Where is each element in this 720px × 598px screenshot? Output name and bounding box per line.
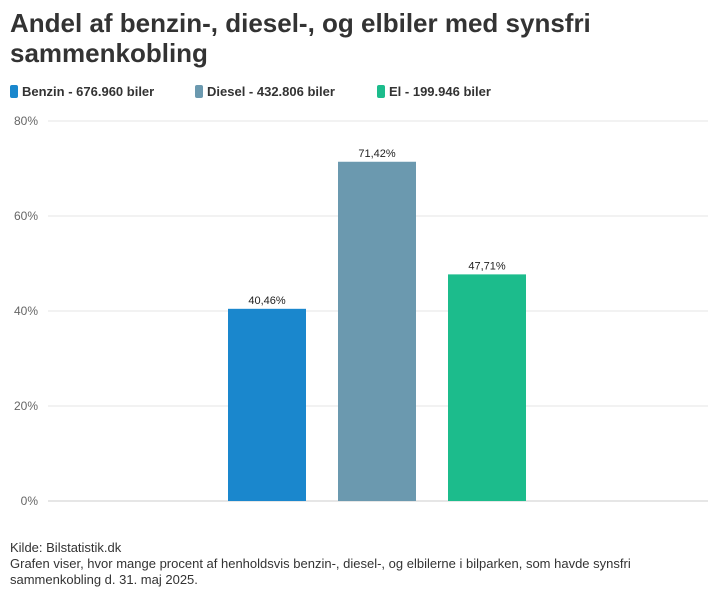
legend-item-diesel[interactable]: Diesel - 432.806 biler	[195, 84, 335, 100]
data-label-benzin: 40,46%	[248, 295, 286, 307]
legend-item-benzin[interactable]: Benzin - 676.960 biler	[10, 84, 154, 100]
y-tick-label: 20%	[14, 399, 38, 413]
y-tick-label: 40%	[14, 304, 38, 318]
source-text: Kilde: Bilstatistik.dk	[10, 540, 122, 555]
legend-label-el: El - 199.946 biler	[389, 84, 491, 99]
data-labels: 40,46% 71,42% 47,71%	[248, 148, 506, 307]
bars	[228, 161, 526, 501]
y-axis: 0% 20% 40% 60% 80%	[14, 114, 38, 508]
data-label-el: 47,71%	[468, 260, 506, 272]
chart-title: Andel af benzin-, diesel-, og elbiler me…	[10, 8, 591, 68]
legend-swatch-benzin	[10, 85, 18, 98]
bar-chart: 0% 20% 40% 60% 80% 40,46% 71,42% 47,71%	[14, 114, 708, 508]
bar-benzin[interactable]	[228, 308, 306, 501]
y-tick-label: 0%	[21, 494, 39, 508]
legend-label-diesel: Diesel - 432.806 biler	[207, 84, 335, 99]
y-tick-label: 80%	[14, 114, 38, 128]
legend-label-benzin: Benzin - 676.960 biler	[22, 84, 155, 99]
bar-diesel[interactable]	[338, 161, 416, 501]
legend-swatch-diesel	[195, 85, 203, 98]
bar-el[interactable]	[448, 274, 526, 501]
y-tick-label: 60%	[14, 209, 38, 223]
chart-footer: Kilde: Bilstatistik.dk Grafen viser, hvo…	[10, 540, 700, 588]
legend-item-el[interactable]: El - 199.946 biler	[377, 84, 491, 100]
data-label-diesel: 71,42%	[358, 148, 396, 160]
legend-swatch-el	[377, 85, 385, 98]
description-text: Grafen viser, hvor mange procent af henh…	[10, 556, 631, 587]
